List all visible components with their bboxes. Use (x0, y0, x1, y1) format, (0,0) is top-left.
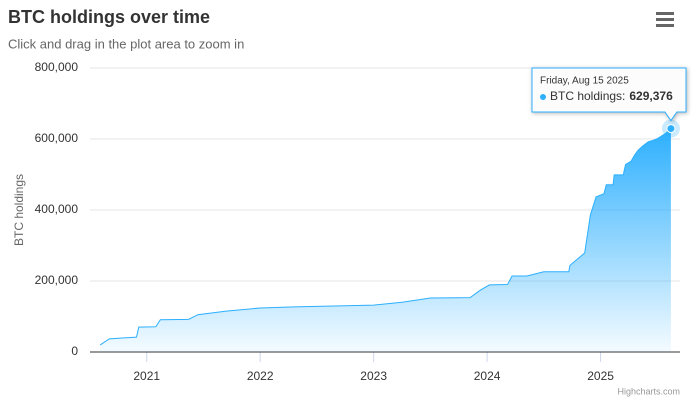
y-tick-label: 0 (71, 344, 78, 358)
y-axis-title: BTC holdings (12, 174, 26, 246)
x-tick-label: 2021 (133, 369, 160, 383)
tooltip: Friday, Aug 15 2025 BTC holdings: 629,376 (531, 67, 687, 122)
chart-subtitle: Click and drag in the plot area to zoom … (8, 36, 244, 51)
menu-bar (656, 24, 674, 27)
area-line (99, 128, 672, 346)
tooltip-dot (540, 94, 546, 100)
y-tick-label: 600,000 (35, 131, 79, 145)
y-tick-label: 400,000 (35, 202, 79, 216)
hover-point (666, 124, 676, 134)
x-tick-label: 2022 (247, 369, 274, 383)
tooltip-header: Friday, Aug 15 2025 (540, 76, 629, 87)
x-tick-label: 2025 (587, 369, 614, 383)
chart-title: BTC holdings over time (8, 7, 210, 27)
y-tick-label: 800,000 (35, 60, 79, 74)
menu-bar (656, 12, 674, 15)
y-tick-label: 200,000 (35, 273, 79, 287)
tooltip-box (531, 67, 687, 122)
menu-button[interactable] (656, 12, 674, 27)
x-tick-label: 2024 (474, 369, 501, 383)
tooltip-value: 629,376 (629, 89, 673, 103)
area-fill (100, 128, 671, 352)
menu-bar (656, 18, 674, 21)
x-tick-label: 2023 (360, 369, 387, 383)
credits[interactable]: Highcharts.com (617, 386, 680, 396)
tooltip-label: BTC holdings: (550, 89, 625, 103)
